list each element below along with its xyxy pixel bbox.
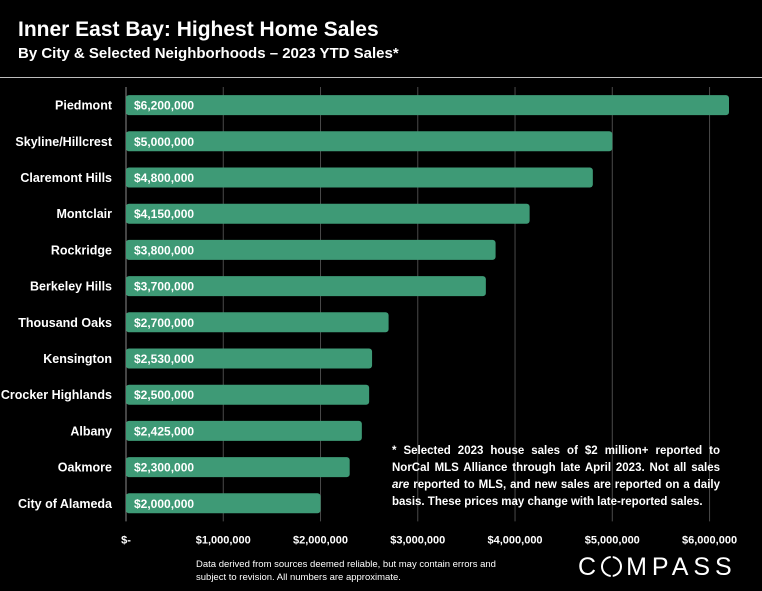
data-label: $4,150,000	[134, 207, 194, 221]
bar	[126, 131, 613, 152]
x-tick-label: $1,000,000	[196, 534, 251, 546]
data-label: $2,530,000	[134, 352, 194, 366]
compass-logo: C MPASS	[578, 553, 737, 582]
bar	[126, 420, 362, 441]
category-label: Claremont Hills	[20, 171, 112, 185]
bar	[126, 167, 593, 188]
category-label: Piedmont	[55, 99, 113, 113]
bar	[126, 348, 373, 369]
data-label: $2,500,000	[134, 388, 194, 402]
data-label: $6,200,000	[134, 99, 194, 113]
data-label: $3,800,000	[134, 243, 194, 257]
category-label: City of Alameda	[18, 497, 113, 511]
data-label: $3,700,000	[134, 280, 194, 294]
data-label: $5,000,000	[134, 135, 194, 149]
chart-subtitle: By City & Selected Neighborhoods – 2023 …	[18, 45, 399, 62]
data-label: $2,000,000	[134, 497, 194, 511]
bar	[126, 203, 530, 224]
x-tick-label: $3,000,000	[390, 534, 445, 546]
x-tick-label: $-	[121, 534, 131, 546]
category-label: Montclair	[56, 207, 112, 221]
category-label: Skyline/Hillcrest	[15, 135, 112, 149]
bar	[126, 95, 729, 116]
data-label: $2,300,000	[134, 461, 194, 475]
bar	[126, 276, 486, 297]
data-label: $4,800,000	[134, 171, 194, 185]
x-tick-label: $2,000,000	[293, 534, 348, 546]
data-label: $2,700,000	[134, 316, 194, 330]
category-label: Berkeley Hills	[30, 280, 112, 294]
title-divider	[0, 77, 762, 78]
category-label: Rockridge	[51, 243, 112, 257]
footnote: * Selected 2023 house sales of $2 millio…	[392, 443, 720, 511]
data-label: $2,425,000	[134, 424, 194, 438]
chart-title: Inner East Bay: Highest Home Sales	[18, 18, 379, 41]
bar	[126, 312, 389, 333]
category-label: Crocker Highlands	[1, 388, 112, 402]
x-tick-label: $5,000,000	[585, 534, 640, 546]
logo-letters-mpass: MPASS	[626, 553, 737, 581]
category-label: Kensington	[43, 352, 112, 366]
category-label: Albany	[70, 424, 112, 438]
x-tick-label: $4,000,000	[488, 534, 543, 546]
bar	[126, 384, 370, 405]
footnote-end: reported to MLS, and new sales are repor…	[392, 479, 720, 508]
x-tick-label: $6,000,000	[682, 534, 737, 546]
footnote-emphasis: are	[392, 479, 410, 491]
source-disclaimer: Data derived from sources deemed reliabl…	[196, 559, 496, 583]
category-label: Thousand Oaks	[18, 316, 112, 330]
category-label: Oakmore	[58, 461, 112, 475]
bar	[126, 457, 350, 478]
logo-o-mark	[601, 556, 623, 577]
bar	[126, 239, 496, 260]
bar	[126, 493, 321, 514]
logo-letter-c: C	[578, 553, 602, 581]
footnote-start: * Selected 2023 house sales of $2 millio…	[392, 445, 720, 474]
